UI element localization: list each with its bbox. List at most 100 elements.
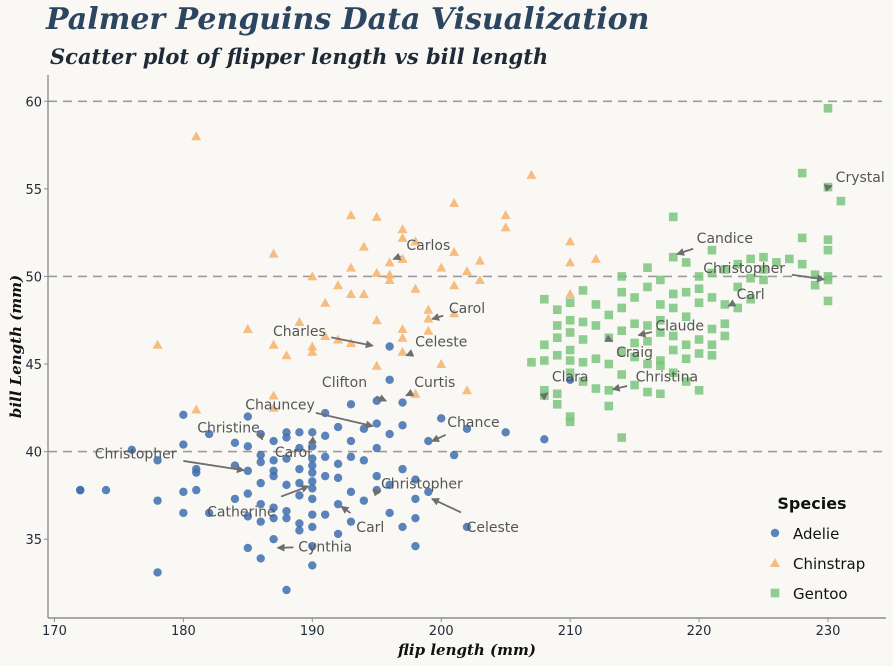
gentoo-point — [733, 282, 743, 292]
annotation-label: Clara — [552, 370, 589, 386]
gentoo-point — [578, 335, 588, 344]
gentoo-point — [604, 359, 614, 369]
chinstrap-point — [384, 274, 395, 284]
gentoo-point — [694, 349, 704, 358]
annotation-arrow — [611, 383, 628, 392]
gentoo-point — [604, 401, 614, 411]
adelie-point — [153, 496, 162, 505]
gentoo-point — [694, 335, 704, 344]
data-points — [76, 103, 846, 595]
gentoo-point — [656, 389, 665, 399]
adelie-point — [385, 508, 394, 518]
gentoo-point — [617, 272, 627, 281]
adelie-point — [540, 435, 549, 444]
gentoo-point — [578, 286, 588, 295]
annotation-label: Christopher — [95, 447, 177, 463]
gentoo-point — [681, 312, 691, 322]
adelie-point — [308, 510, 317, 519]
adelie-point — [269, 534, 278, 544]
gentoo-point — [565, 412, 575, 421]
adelie-point — [385, 375, 394, 384]
gentoo-point — [617, 326, 627, 336]
adelie-point — [372, 485, 381, 495]
gentoo-point — [643, 282, 652, 292]
annotation-label: Christina — [636, 370, 698, 386]
chinstrap-point — [449, 197, 460, 207]
gentoo-point — [540, 356, 549, 365]
gentoo-point — [578, 317, 588, 327]
chinstrap-point — [590, 253, 601, 263]
chinstrap-point — [565, 257, 576, 267]
chinstrap-point — [371, 267, 382, 277]
adelie-point — [308, 561, 317, 570]
adelie-point — [243, 489, 253, 498]
chinstrap-point — [449, 280, 460, 290]
adelie-point — [385, 429, 394, 439]
gentoo-point — [797, 233, 807, 243]
gentoo-point — [733, 303, 743, 313]
legend-gentoo-label: Gentoo — [793, 585, 848, 603]
adelie-point — [230, 438, 240, 448]
gentoo-point — [630, 380, 639, 390]
gentoo-point — [759, 265, 768, 274]
chinstrap-point — [371, 360, 382, 370]
chinstrap-point — [397, 332, 408, 342]
gentoo-point — [578, 357, 588, 367]
gentoo-point — [656, 300, 665, 309]
chinstrap-point — [397, 323, 408, 333]
x-axis-label: flip length (mm) — [397, 641, 536, 659]
adelie-point — [295, 428, 304, 437]
gentoo-point — [656, 356, 665, 365]
gentoo-point — [643, 387, 652, 397]
adelie-point — [372, 419, 381, 428]
adelie-point — [308, 442, 317, 451]
chinstrap-point — [436, 359, 447, 369]
gentoo-point — [656, 361, 665, 371]
gentoo-point — [540, 391, 549, 400]
chinstrap-point — [565, 288, 576, 298]
chinstrap-point — [345, 210, 356, 220]
adelie-point — [346, 487, 356, 497]
annotation-arrow — [330, 336, 374, 349]
adelie-point — [308, 477, 317, 486]
adelie-point — [179, 487, 188, 497]
adelie-point — [269, 436, 278, 446]
chinstrap-point — [333, 280, 344, 290]
adelie-point — [243, 543, 253, 553]
gentoo-point — [759, 252, 768, 262]
gentoo-point — [565, 417, 575, 427]
gentoo-point — [617, 370, 627, 379]
annotation-label: Candice — [697, 231, 753, 247]
adelie-point — [101, 485, 111, 495]
gentoo-point — [656, 315, 665, 325]
y-tick-label: 50 — [25, 270, 42, 285]
adelie-point — [385, 342, 394, 351]
gentoo-point — [668, 252, 678, 262]
annotation-label: Christopher — [381, 476, 463, 492]
annotation-label: Catherine — [207, 504, 275, 520]
gentoo-point — [630, 293, 639, 302]
chinstrap-point — [294, 316, 305, 326]
adelie-point — [308, 454, 317, 463]
adelie-point — [243, 466, 253, 476]
chinstrap-point — [242, 323, 253, 333]
adelie-point — [449, 450, 459, 460]
gentoo-point — [565, 356, 575, 365]
chinstrap-point — [268, 339, 279, 349]
chinstrap-point — [462, 385, 472, 395]
chinstrap-point — [320, 297, 331, 307]
annotation-label: Christine — [197, 420, 259, 436]
gentoo-point — [681, 377, 691, 386]
adelie-point — [398, 464, 407, 474]
adelie-point — [359, 496, 369, 505]
gentoo-point — [656, 328, 665, 337]
annotation-arrow — [315, 411, 374, 429]
adelie-point — [230, 494, 240, 504]
gentoo-point — [759, 275, 768, 285]
adelie-point — [256, 478, 265, 488]
adelie-point — [256, 517, 265, 526]
adelie-point — [282, 506, 291, 516]
gentoo-point — [656, 275, 665, 285]
adelie-point — [153, 456, 162, 465]
